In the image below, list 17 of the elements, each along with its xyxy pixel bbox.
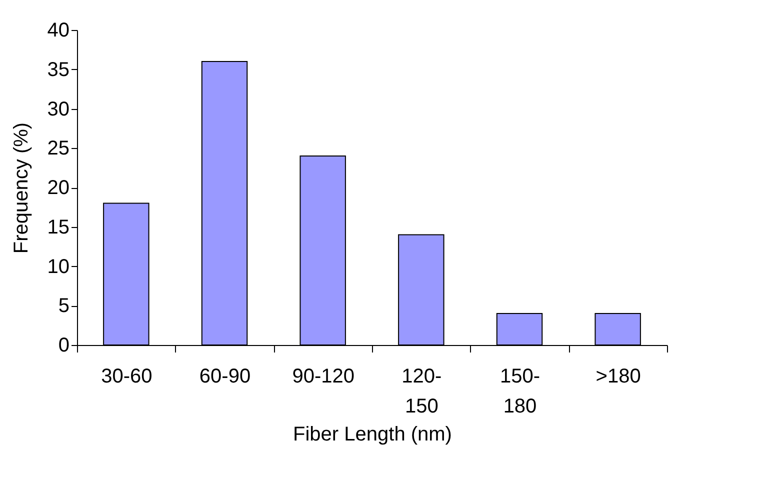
x-tick-label: 150-180	[500, 366, 540, 418]
y-axis-title: Frequency (%)	[10, 122, 32, 254]
x-tick-label: 60-90	[199, 366, 251, 388]
x-tick-label: >180	[596, 366, 641, 388]
y-tick-label: 20	[47, 177, 70, 199]
y-tick-label: 0	[58, 334, 70, 356]
y-tick-label: 40	[47, 20, 70, 42]
y-tick-label: 5	[58, 295, 70, 318]
x-tick-label: 90-120	[292, 366, 354, 388]
y-tick-label: 35	[47, 58, 70, 81]
y-tick-label: 25	[47, 138, 70, 160]
x-tick-label: 120-150	[402, 366, 442, 418]
x-tick-label: 30-60	[101, 366, 152, 388]
x-axis-title: Fiber Length (nm)	[293, 424, 452, 446]
y-tick-label: 15	[47, 216, 70, 238]
y-tick-label: 10	[47, 256, 70, 278]
y-tick-label: 30	[47, 98, 70, 120]
